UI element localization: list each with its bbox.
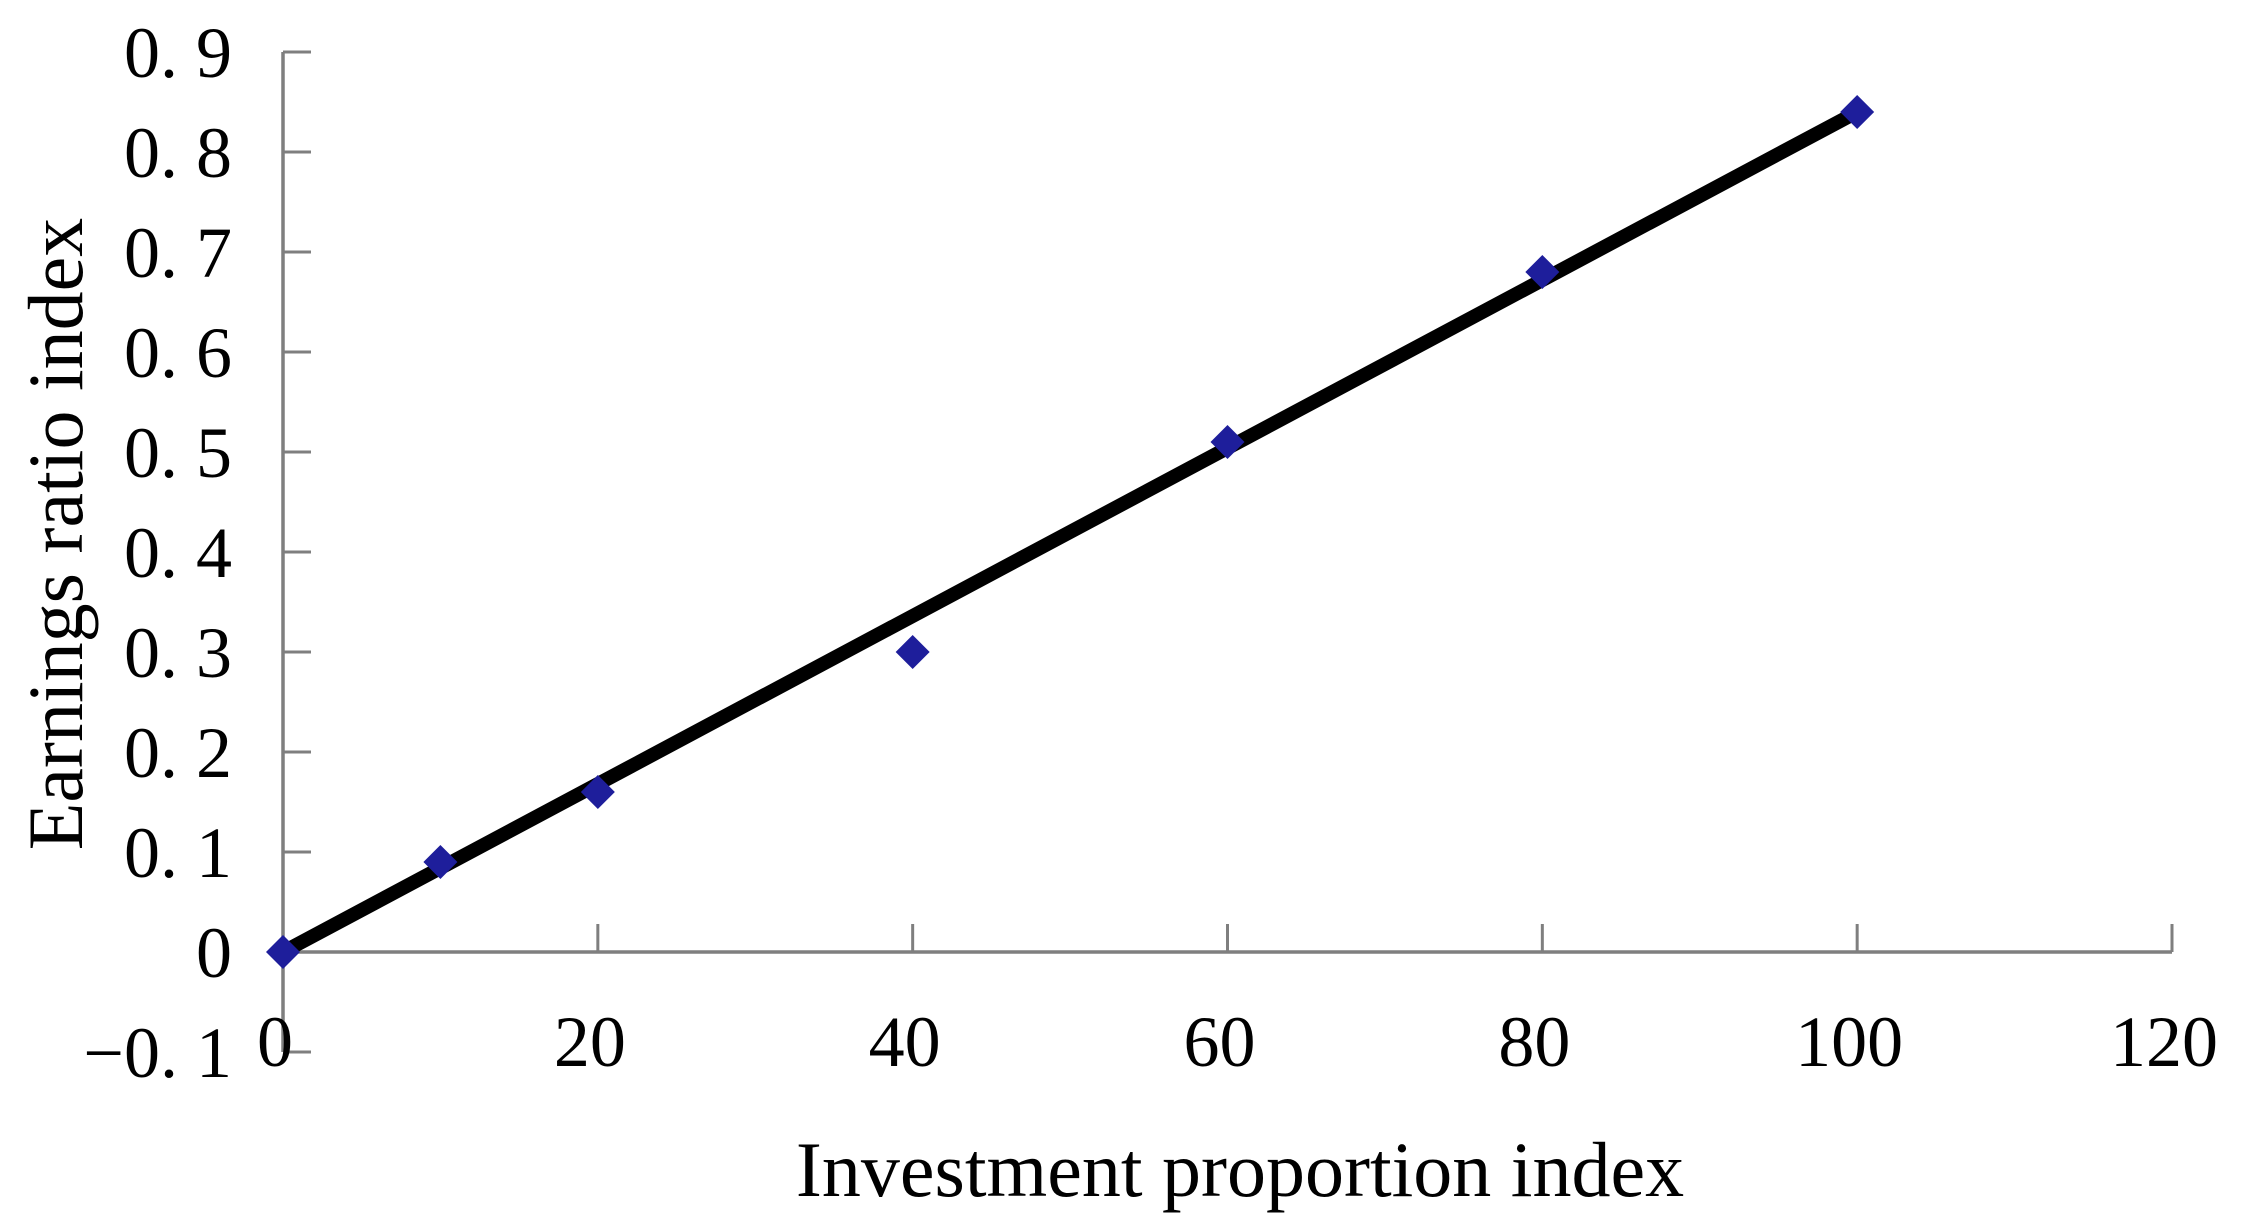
- y-tick-label: 0. 8: [124, 113, 232, 193]
- data-point: [423, 845, 458, 879]
- y-tick-label: 0. 9: [124, 13, 232, 93]
- data-point: [1525, 255, 1560, 289]
- data-point: [266, 935, 300, 969]
- x-tick-label: 120: [2110, 1002, 2218, 1082]
- data-point: [1840, 95, 1875, 129]
- data-point: [1210, 425, 1245, 459]
- x-tick-label: 60: [1184, 1002, 1256, 1082]
- data-point: [895, 635, 930, 669]
- y-tick-label: 0. 7: [124, 213, 232, 293]
- x-tick-label: 20: [554, 1002, 626, 1082]
- y-tick-label: 0. 4: [124, 513, 232, 593]
- y-tick-label: 0. 5: [124, 413, 232, 493]
- y-tick-label: 0. 6: [124, 313, 232, 393]
- y-tick-label: 0. 2: [124, 713, 232, 793]
- x-axis-title: Investment proportion index: [796, 1126, 1684, 1213]
- x-tick-label: 0: [257, 1002, 293, 1082]
- data-point: [580, 775, 615, 809]
- trendline: [276, 105, 1865, 959]
- y-axis-title: Earnings ratio index: [12, 218, 99, 851]
- y-tick-label: −0. 1: [83, 1013, 232, 1093]
- y-tick-label: 0: [196, 913, 232, 993]
- x-tick-label: 40: [869, 1002, 941, 1082]
- y-tick-label: 0. 3: [124, 613, 232, 693]
- y-tick-label: 0. 1: [124, 813, 232, 893]
- x-tick-label: 80: [1498, 1002, 1570, 1082]
- x-tick-label: 100: [1795, 1002, 1903, 1082]
